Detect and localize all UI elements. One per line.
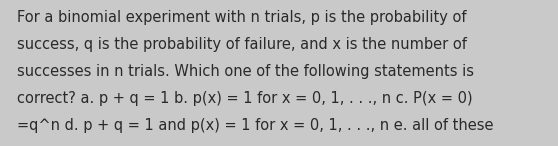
Text: success, q is the probability of failure, and x is the number of: success, q is the probability of failure… bbox=[17, 37, 466, 52]
Text: successes in n trials. Which one of the following statements is: successes in n trials. Which one of the … bbox=[17, 64, 474, 79]
Text: correct? a. p + q = 1 b. p(x) = 1 for x = 0, 1, . . ., n c. P(x = 0): correct? a. p + q = 1 b. p(x) = 1 for x … bbox=[17, 91, 473, 106]
Text: =q^n d. p + q = 1 and p(x) = 1 for x = 0, 1, . . ., n e. all of these: =q^n d. p + q = 1 and p(x) = 1 for x = 0… bbox=[17, 118, 493, 133]
Text: For a binomial experiment with n trials, p is the probability of: For a binomial experiment with n trials,… bbox=[17, 10, 466, 25]
